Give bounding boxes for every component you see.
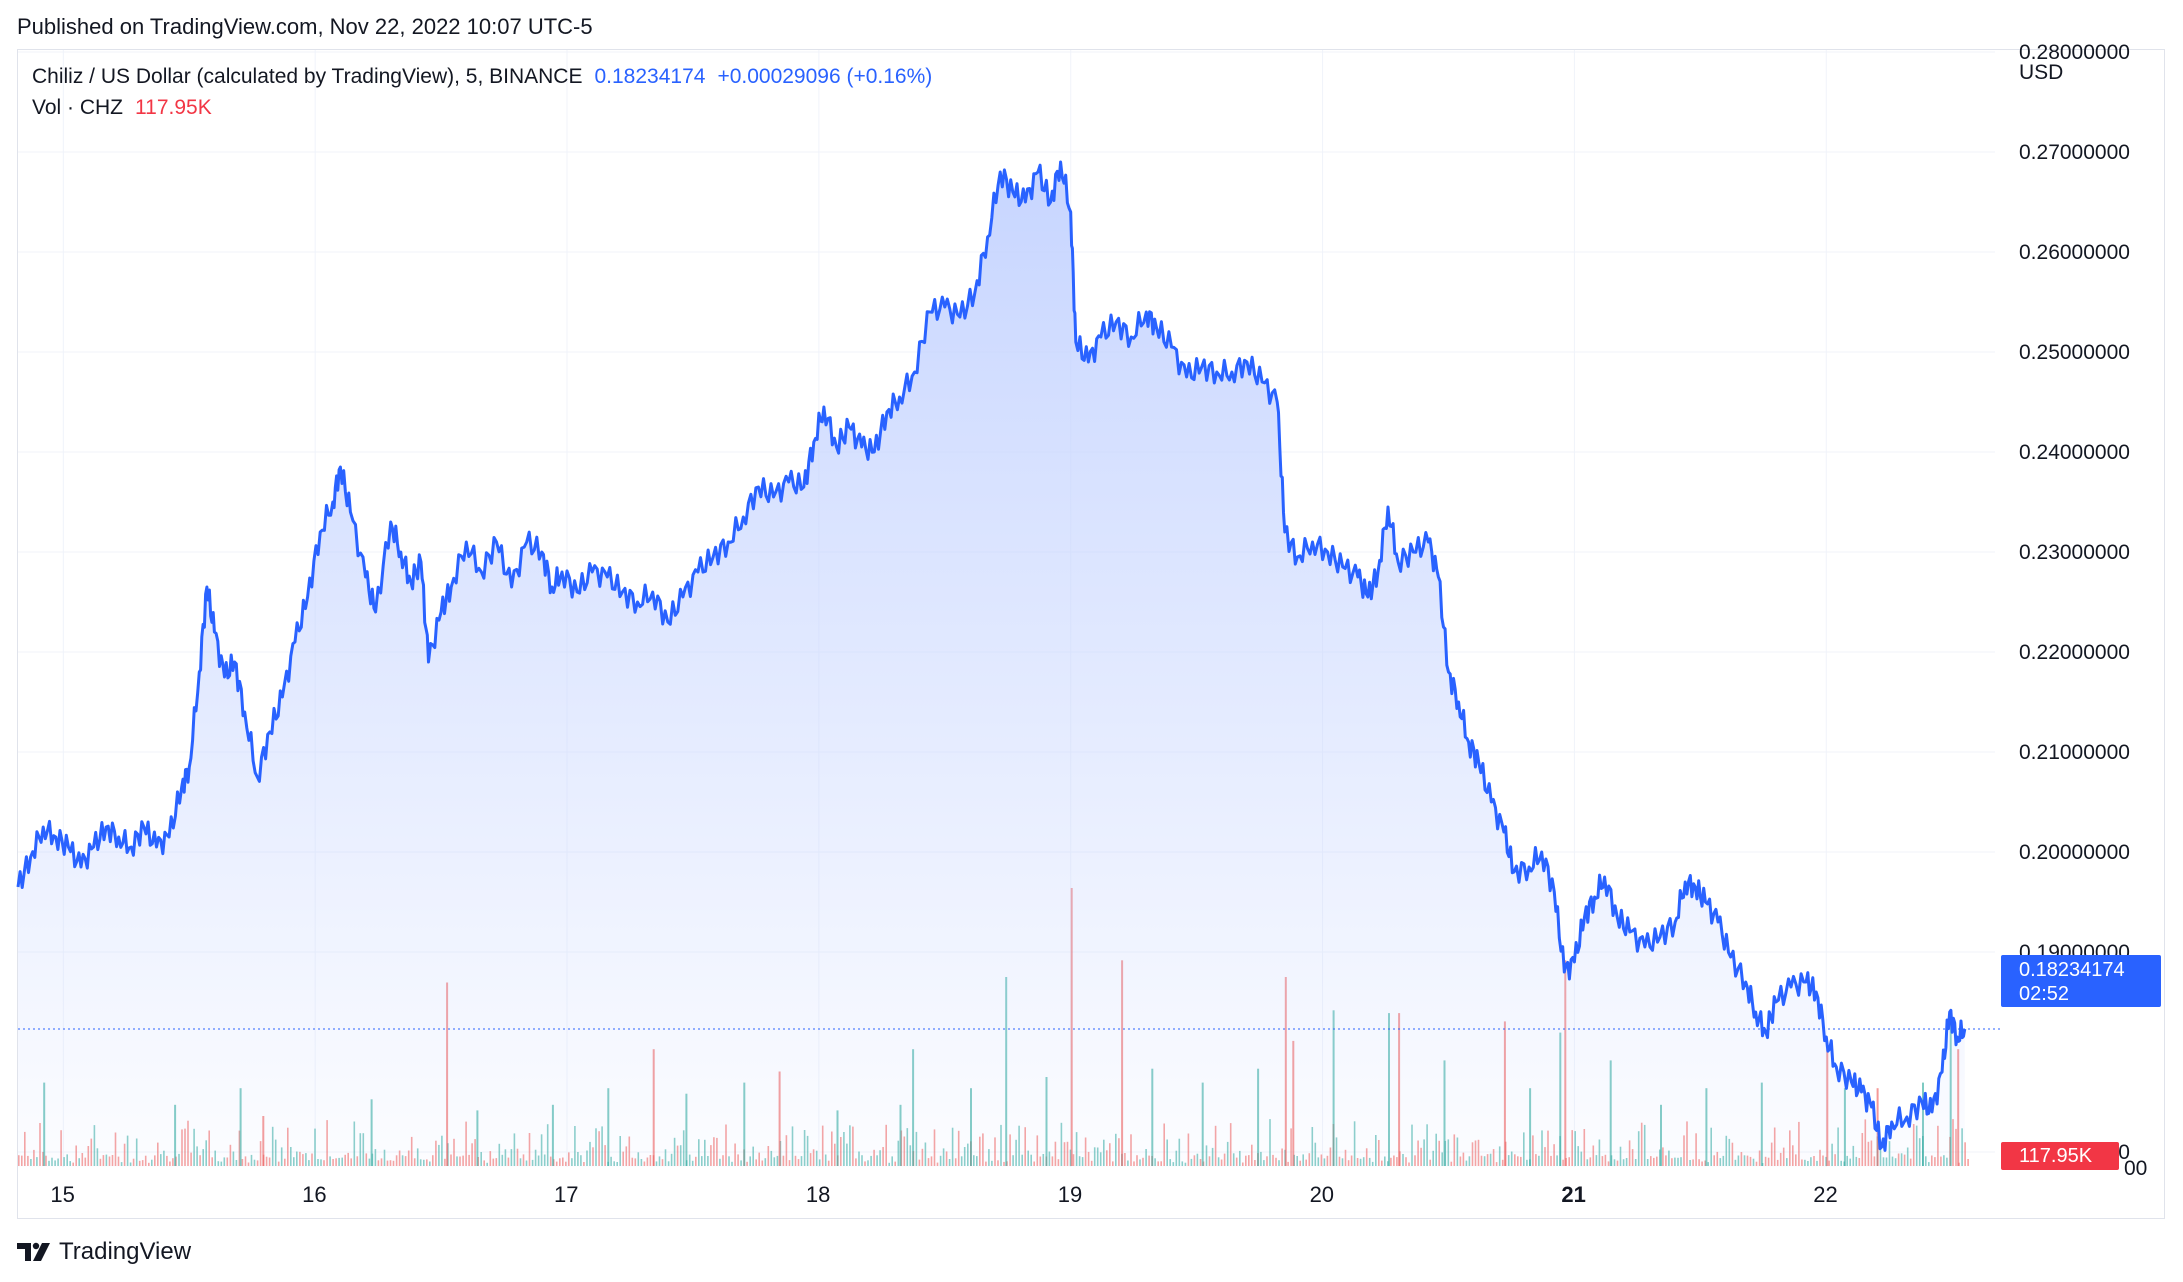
- x-tick-label: 22: [1813, 1182, 1837, 1207]
- volume-legend: Vol · CHZ 117.95K: [32, 96, 212, 120]
- last-price-tag-value: 0.18234174: [2019, 959, 2125, 981]
- y-tick-label: 0.25000000: [2019, 341, 2130, 364]
- y-tick-label-clipped: 00: [2124, 1157, 2147, 1180]
- price-axis[interactable]: 0.28000000 0.27000000 0.26000000 0.25000000…: [2019, 41, 2147, 1180]
- price-area: [18, 162, 1965, 1167]
- volume-bar: [1967, 1159, 1969, 1166]
- y-tick-label: 0.26000000: [2019, 241, 2130, 264]
- volume-bar: [1964, 1142, 1966, 1166]
- currency-label[interactable]: USD: [2019, 61, 2064, 84]
- x-tick-label: 16: [302, 1182, 326, 1207]
- x-tick-label: 20: [1310, 1182, 1334, 1207]
- x-tick-label: 21: [1561, 1182, 1585, 1207]
- volume-tag: 117.95K: [2001, 1142, 2119, 1170]
- x-tick-label: 17: [554, 1182, 578, 1207]
- volume-label[interactable]: Vol · CHZ: [32, 96, 124, 119]
- y-tick-label: 0.22000000: [2019, 641, 2130, 664]
- symbol-title[interactable]: Chiliz / US Dollar (calculated by Tradin…: [32, 65, 583, 88]
- y-tick-label: 0.28000000: [2019, 41, 2130, 64]
- tradingview-logo[interactable]: TradingView: [17, 1238, 191, 1266]
- volume-value: 117.95K: [135, 96, 212, 119]
- x-tick-label: 15: [50, 1182, 74, 1207]
- bar-countdown: 02:52: [2019, 983, 2070, 1005]
- y-tick-label: 0.20000000: [2019, 841, 2130, 864]
- y-tick-label: 0.24000000: [2019, 441, 2130, 464]
- published-caption: Published on TradingView.com, Nov 22, 20…: [17, 14, 593, 39]
- brand-name: TradingView: [59, 1238, 192, 1265]
- y-tick-label: 0.27000000: [2019, 141, 2130, 164]
- y-tick-label: 0.21000000: [2019, 741, 2130, 764]
- x-tick-label: 19: [1058, 1182, 1082, 1207]
- y-tick-label: 0.23000000: [2019, 541, 2130, 564]
- last-price-tag: 0.18234174 02:52: [2001, 955, 2161, 1007]
- chart-frame[interactable]: [17, 49, 2165, 1219]
- symbol-legend: Chiliz / US Dollar (calculated by Tradin…: [32, 65, 932, 89]
- tradingview-logo-icon: [17, 1242, 50, 1261]
- x-tick-label: 18: [806, 1182, 830, 1207]
- price-line: [16, 160, 1967, 1152]
- last-price: 0.18234174: [594, 65, 706, 88]
- time-axis[interactable]: 15 16 17 18 19 20 21 22: [50, 1182, 1837, 1207]
- price-change: +0.00029096 (+0.16%): [717, 65, 933, 88]
